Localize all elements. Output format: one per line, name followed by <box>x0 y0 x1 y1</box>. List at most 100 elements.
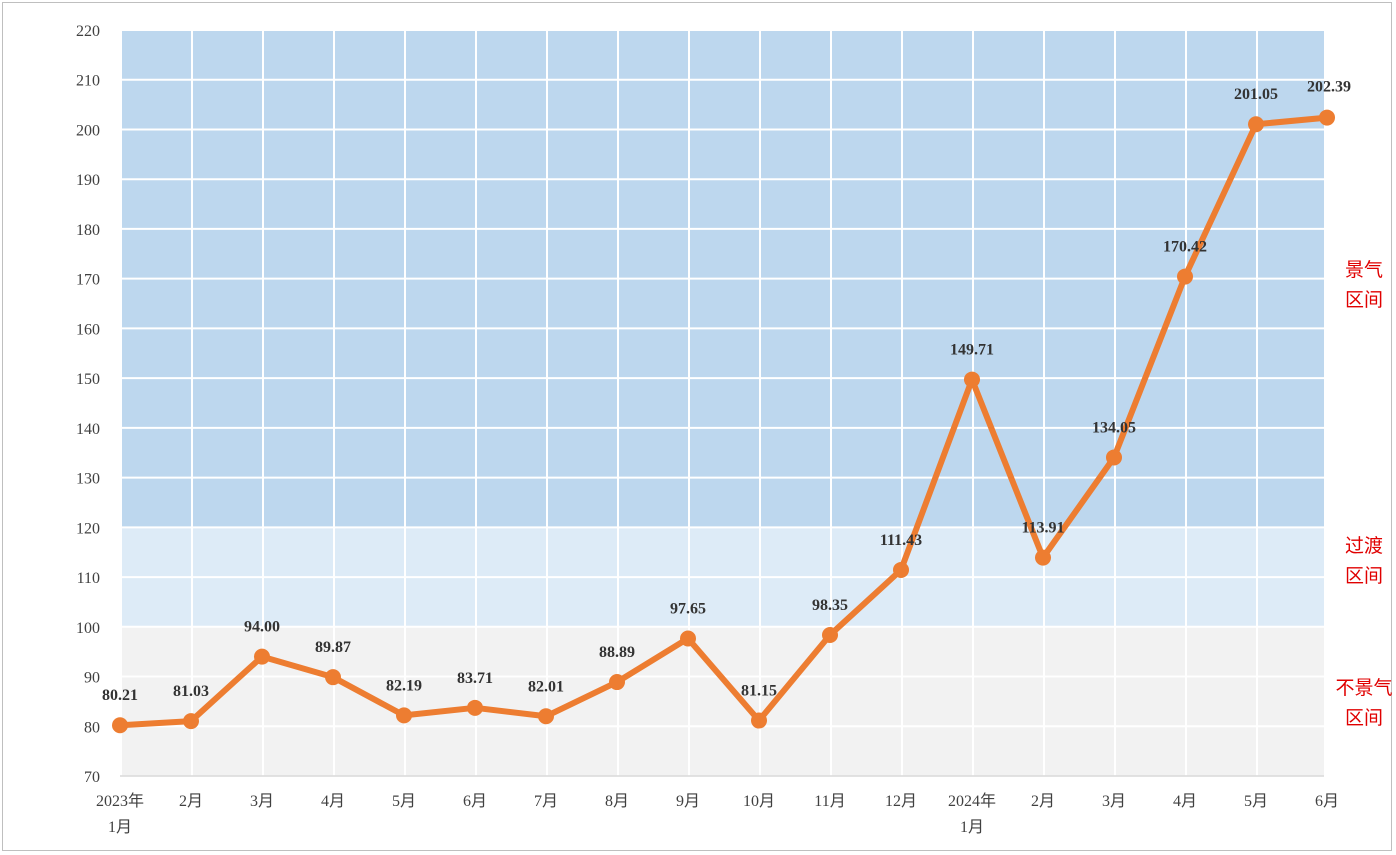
x-tick-label: 12月 <box>885 793 917 810</box>
data-point <box>183 713 199 730</box>
data-label: 149.71 <box>950 342 994 359</box>
y-tick-label: 170 <box>76 272 100 289</box>
data-label: 89.87 <box>315 639 351 656</box>
y-tick-label: 200 <box>76 122 100 139</box>
data-point <box>893 561 909 578</box>
x-tick-label-line: 11月 <box>814 793 845 810</box>
x-tick-label-line: 2月 <box>179 793 203 810</box>
x-tick-label-line: 4月 <box>1173 793 1197 810</box>
x-tick-label: 6月 <box>463 793 487 810</box>
zone-label-line: 景气 <box>1345 259 1383 281</box>
data-point <box>751 712 767 729</box>
x-tick-label-line: 5月 <box>392 793 416 810</box>
data-point <box>609 674 625 691</box>
data-point <box>1319 109 1335 126</box>
x-tick-label: 2024年 1月 <box>948 792 996 836</box>
x-tick-label-line: 4月 <box>321 793 345 810</box>
x-tick-label: 4月 <box>321 793 345 810</box>
data-label: 82.01 <box>528 678 564 695</box>
x-tick-label: 6月 <box>1315 793 1339 810</box>
grid-layer <box>122 29 1329 776</box>
data-label: 94.00 <box>244 619 280 636</box>
x-tick-label-line: 3月 <box>250 793 274 810</box>
x-tick-label-line: 5月 <box>1244 793 1268 810</box>
zones-layer <box>122 30 1324 776</box>
data-label: 134.05 <box>1092 419 1136 436</box>
y-tick-label: 70 <box>84 769 100 786</box>
x-tick-label-line: 9月 <box>676 793 700 810</box>
y-tick-label: 210 <box>76 73 100 90</box>
x-tick-label: 7月 <box>534 793 558 810</box>
x-tick-label-line: 2023年 <box>96 792 144 810</box>
y-tick-label: 140 <box>76 421 100 438</box>
data-label: 170.42 <box>1163 239 1207 256</box>
x-tick-label-line: 8月 <box>605 793 629 810</box>
series-line <box>117 114 1330 729</box>
x-tick-label: 5月 <box>1244 793 1268 810</box>
data-label: 97.65 <box>670 600 706 617</box>
x-tick-label: 2月 <box>179 793 203 810</box>
data-label: 81.15 <box>741 683 777 700</box>
x-tick-label: 4月 <box>1173 793 1197 810</box>
zone-label-line: 不景气 <box>1335 677 1392 699</box>
x-tick-label: 3月 <box>250 793 274 810</box>
data-label: 201.05 <box>1234 86 1278 103</box>
x-tick-label-line: 1月 <box>108 819 132 836</box>
data-point <box>396 707 412 724</box>
y-tick-label: 80 <box>84 719 100 736</box>
x-tick-label: 5月 <box>392 793 416 810</box>
data-label: 202.39 <box>1307 79 1351 96</box>
data-point <box>254 648 270 665</box>
label-layer: 80.21 81.03 94.00 89.87 82.19 83.71 82.01 88.89… <box>102 79 1351 705</box>
data-point <box>325 669 341 686</box>
y-tick-label: 150 <box>76 371 100 388</box>
zone-label-line: 区间 <box>1345 289 1383 311</box>
data-label: 111.43 <box>880 532 922 549</box>
x-tick-label-line: 7月 <box>534 793 558 810</box>
x-tick-label: 8月 <box>605 793 629 810</box>
x-tick-label-line: 2月 <box>1031 793 1055 810</box>
y-tick-label: 120 <box>76 520 100 537</box>
x-tick-label-line: 10月 <box>743 793 775 810</box>
y-tick-label: 110 <box>77 570 100 587</box>
x-tick-label-line: 6月 <box>1315 793 1339 810</box>
axis-layer: 70 80 90 100 110 120 130 140 150 160 170 180 190 200 2… <box>76 23 1339 836</box>
data-label: 80.21 <box>102 687 138 704</box>
data-point <box>1035 549 1051 566</box>
y-tick-label: 160 <box>76 321 100 338</box>
data-label: 88.89 <box>599 644 635 661</box>
data-label: 81.03 <box>173 683 209 700</box>
data-point <box>680 630 696 647</box>
data-point <box>538 708 554 725</box>
y-tick-label: 100 <box>76 620 100 637</box>
y-tick-label: 220 <box>76 23 100 40</box>
x-tick-label: 2023年 1月 <box>96 792 144 836</box>
x-tick-label-line: 6月 <box>463 793 487 810</box>
x-tick-label-line: 3月 <box>1102 793 1126 810</box>
data-label: 98.35 <box>812 597 848 614</box>
data-point <box>964 371 980 388</box>
x-tick-label: 10月 <box>743 793 775 810</box>
series-layer <box>112 109 1335 734</box>
x-tick-label-line: 1月 <box>960 819 984 836</box>
x-tick-label-line: 12月 <box>885 793 917 810</box>
zone-label-line: 区间 <box>1345 707 1383 729</box>
x-tick-label: 9月 <box>676 793 700 810</box>
data-point <box>112 717 128 734</box>
data-label: 113.91 <box>1021 520 1064 537</box>
x-tick-label: 11月 <box>814 793 845 810</box>
y-tick-label: 130 <box>76 471 100 488</box>
data-point <box>1177 268 1193 285</box>
zone-band-2 <box>122 626 1324 776</box>
zone-label-line: 区间 <box>1345 565 1383 587</box>
data-label: 83.71 <box>457 670 493 687</box>
y-tick-label: 190 <box>76 172 100 189</box>
data-label: 82.19 <box>386 677 422 694</box>
data-point <box>822 627 838 644</box>
data-point <box>1248 116 1264 133</box>
